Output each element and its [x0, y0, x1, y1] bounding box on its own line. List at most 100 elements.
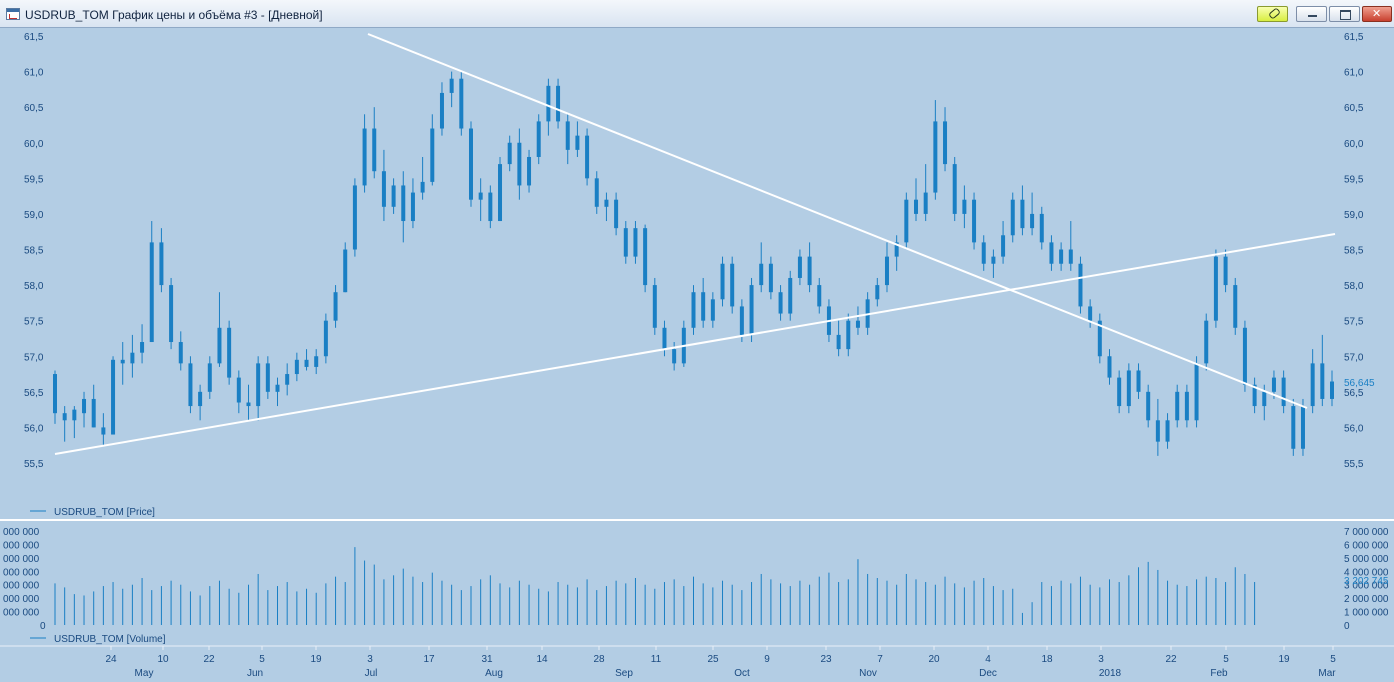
candle-body — [188, 363, 193, 407]
volume-tick-left: 000 000 — [3, 540, 40, 551]
trendline-descending[interactable] — [367, 33, 1308, 409]
candle-body — [217, 327, 222, 364]
time-day-label: 4 — [985, 654, 991, 665]
price-tick-left: 60,5 — [24, 103, 44, 114]
minimize-button[interactable] — [1296, 6, 1327, 22]
time-day-label: 20 — [928, 654, 940, 665]
price-tick-left: 57,0 — [24, 352, 44, 363]
price-tick-right: 55,5 — [1344, 459, 1364, 470]
candle-body — [381, 171, 386, 207]
candle-body — [1068, 249, 1073, 264]
price-tick-right: 57,5 — [1344, 317, 1364, 328]
price-axes: 61,5 61,5 61,0 61,0 60,5 60,5 60,0 60,0 59,5 59,5… — [24, 32, 1364, 470]
candle-body — [1281, 377, 1286, 407]
candle-body — [652, 285, 657, 328]
candle-body — [62, 413, 67, 421]
candle-body — [1155, 420, 1160, 442]
candle-body — [788, 277, 793, 314]
candle-body — [111, 359, 116, 435]
candle-body — [91, 398, 96, 428]
candle-body — [778, 292, 783, 314]
volume-series — [54, 547, 1256, 625]
volume-axes: 7 000 000 000 000 6 000 000 000 000 5 000 00… — [3, 527, 1389, 632]
time-month-label: Feb — [1210, 668, 1228, 679]
volume-tick-left: 000 000 — [3, 527, 40, 538]
close-button[interactable] — [1362, 6, 1392, 22]
candle-body — [517, 142, 522, 186]
candle-body — [1126, 370, 1131, 407]
candle-body — [478, 192, 483, 200]
candle-body — [1223, 256, 1228, 286]
time-day-label: 22 — [1165, 654, 1177, 665]
price-tick-left: 60,0 — [24, 139, 44, 150]
price-volume-chart[interactable]: 61,5 61,5 61,0 61,0 60,5 60,5 60,0 60,0 59,5 59,5… — [0, 28, 1394, 682]
maximize-button[interactable] — [1329, 6, 1360, 22]
volume-tick-right: 2 000 000 — [1344, 594, 1389, 605]
volume-tick-left: 0 — [40, 621, 46, 632]
price-tick-right: 60,5 — [1344, 103, 1364, 114]
time-day-label: 19 — [1278, 654, 1290, 665]
candle-body — [1184, 391, 1189, 421]
price-tick-left: 59,0 — [24, 210, 44, 221]
volume-legend: USDRUB_TOM [Volume] — [54, 634, 166, 645]
price-tick-left: 59,5 — [24, 174, 44, 185]
candle-body — [275, 384, 280, 392]
candle-body — [575, 135, 580, 150]
time-day-label: 7 — [877, 654, 883, 665]
time-day-label: 10 — [157, 654, 169, 665]
candle-body — [236, 377, 241, 403]
candle-body — [1310, 363, 1315, 407]
candle-body — [623, 228, 628, 257]
price-tick-right: 58,5 — [1344, 246, 1364, 257]
candle-body — [459, 78, 464, 129]
candle-body — [1146, 391, 1151, 421]
candle-body — [246, 402, 251, 407]
candle-body — [498, 164, 503, 222]
candle-body — [420, 181, 425, 193]
candle-body — [875, 285, 880, 300]
candle-body — [227, 327, 232, 378]
candle-body — [943, 121, 948, 165]
candle-body — [991, 256, 996, 264]
candle-body — [82, 398, 87, 414]
price-tick-right: 58,0 — [1344, 281, 1364, 292]
candle-body — [362, 128, 367, 186]
price-tick-right: 60,0 — [1344, 139, 1364, 150]
volume-tick-left: 000 000 — [3, 581, 40, 592]
time-day-label: 28 — [593, 654, 605, 665]
candle-body — [439, 92, 444, 129]
candle-body — [1213, 256, 1218, 321]
candle-body — [488, 192, 493, 222]
candle-body — [343, 249, 348, 293]
volume-tick-right: 3 000 000 — [1344, 581, 1389, 592]
time-month-label: Sep — [615, 668, 633, 679]
candle-body — [207, 363, 212, 392]
time-day-label: 5 — [1223, 654, 1229, 665]
price-tick-right: 56,0 — [1344, 423, 1364, 434]
time-day-label: 5 — [1330, 654, 1336, 665]
candle-body — [53, 374, 57, 414]
price-tick-left: 61,5 — [24, 32, 44, 43]
candle-body — [507, 142, 512, 165]
candle-body — [130, 352, 135, 364]
trendline-ascending[interactable] — [54, 233, 1336, 455]
price-last-value: 56,645 — [1344, 378, 1375, 389]
candle-body — [546, 85, 551, 122]
price-tick-right: 59,0 — [1344, 210, 1364, 221]
candle-body — [1107, 356, 1112, 378]
link-button[interactable] — [1257, 6, 1288, 22]
candle-body — [527, 156, 532, 186]
time-month-label: Mar — [1318, 668, 1336, 679]
candle-body — [768, 263, 773, 293]
candle-body — [468, 128, 473, 200]
trendlines — [54, 33, 1336, 455]
price-legend: USDRUB_TOM [Price] — [54, 507, 155, 518]
candle-body — [585, 135, 590, 179]
candle-body — [1330, 381, 1334, 399]
candle-body — [817, 285, 822, 307]
volume-tick-left: 000 000 — [3, 567, 40, 578]
candle-body — [633, 228, 638, 257]
candle-body — [1030, 213, 1035, 229]
time-day-label: 11 — [651, 654, 662, 665]
candle-body — [1252, 384, 1257, 407]
